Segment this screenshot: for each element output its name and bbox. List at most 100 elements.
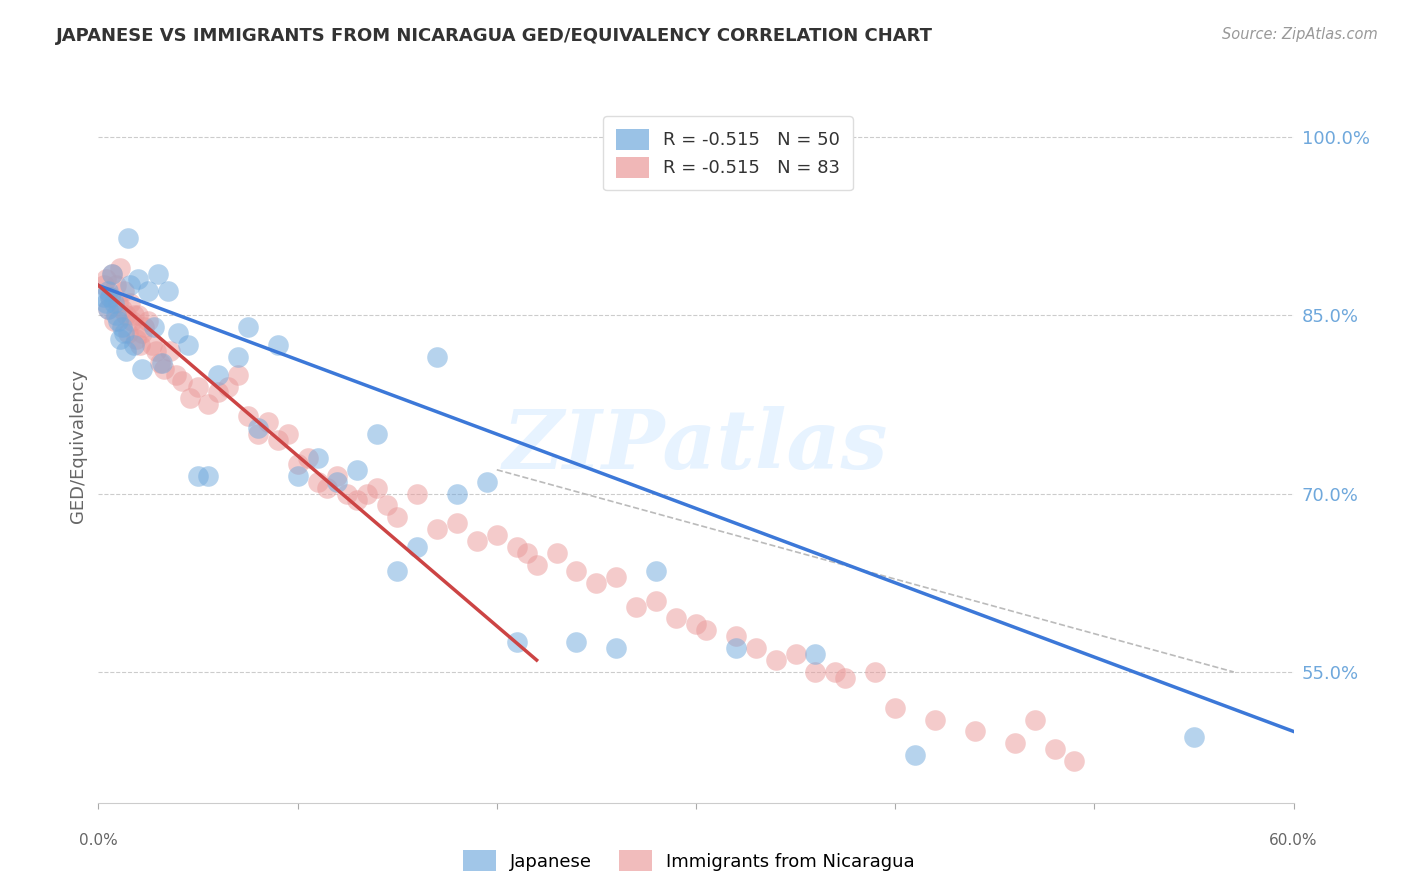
Point xyxy=(93,278,115,293)
Point xyxy=(124,308,146,322)
Point xyxy=(475,475,498,489)
Point xyxy=(346,492,368,507)
Y-axis label: GED/Equivalency: GED/Equivalency xyxy=(69,369,87,523)
Point xyxy=(346,463,368,477)
Point xyxy=(129,338,152,352)
Point xyxy=(120,296,142,310)
Point xyxy=(1024,713,1046,727)
Point xyxy=(685,617,707,632)
Point xyxy=(105,308,128,322)
Text: Source: ZipAtlas.com: Source: ZipAtlas.com xyxy=(1222,27,1378,42)
Point xyxy=(117,326,139,340)
Point xyxy=(131,326,153,340)
Point xyxy=(93,290,115,304)
Point xyxy=(115,308,138,322)
Point xyxy=(136,285,159,299)
Point xyxy=(804,647,827,661)
Point xyxy=(326,475,349,489)
Point xyxy=(366,427,388,442)
Point xyxy=(136,314,159,328)
Point xyxy=(107,296,129,310)
Point xyxy=(112,326,135,340)
Point xyxy=(131,361,153,376)
Point xyxy=(277,427,299,442)
Point xyxy=(127,272,149,286)
Point xyxy=(98,290,122,304)
Point xyxy=(157,285,180,299)
Point xyxy=(745,641,768,656)
Point xyxy=(1043,742,1066,756)
Point xyxy=(1063,754,1085,768)
Point xyxy=(307,450,329,465)
Point xyxy=(172,374,194,388)
Point xyxy=(336,486,359,500)
Point xyxy=(565,635,588,649)
Point xyxy=(695,624,717,638)
Point xyxy=(97,302,120,317)
Text: 0.0%: 0.0% xyxy=(79,832,118,847)
Point xyxy=(1182,731,1205,745)
Point xyxy=(605,641,627,656)
Point xyxy=(546,546,568,560)
Point xyxy=(884,700,907,714)
Point xyxy=(143,320,166,334)
Point xyxy=(187,468,209,483)
Point xyxy=(267,433,290,447)
Point xyxy=(465,534,488,549)
Point xyxy=(159,343,181,358)
Point xyxy=(297,450,319,465)
Point xyxy=(385,564,409,578)
Point xyxy=(149,356,172,370)
Point xyxy=(111,302,134,317)
Point xyxy=(246,427,269,442)
Text: 60.0%: 60.0% xyxy=(1270,832,1317,847)
Point xyxy=(724,641,747,656)
Point xyxy=(217,379,239,393)
Point xyxy=(97,302,120,317)
Point xyxy=(446,516,468,531)
Point xyxy=(197,397,219,411)
Point xyxy=(626,599,648,614)
Point xyxy=(150,356,173,370)
Point xyxy=(446,486,468,500)
Point xyxy=(101,267,124,281)
Point xyxy=(307,475,329,489)
Point xyxy=(103,296,125,310)
Point xyxy=(207,368,229,382)
Point xyxy=(785,647,807,661)
Point xyxy=(121,314,143,328)
Point xyxy=(267,338,290,352)
Point xyxy=(145,343,167,358)
Point xyxy=(645,593,668,607)
Point xyxy=(97,285,120,299)
Point xyxy=(375,499,398,513)
Point xyxy=(226,350,249,364)
Point xyxy=(226,368,249,382)
Point xyxy=(406,540,429,554)
Point xyxy=(385,510,409,524)
Point xyxy=(645,564,668,578)
Point xyxy=(124,338,146,352)
Point xyxy=(96,272,118,286)
Point xyxy=(177,338,200,352)
Point xyxy=(904,748,927,763)
Point xyxy=(824,665,846,679)
Point xyxy=(287,468,309,483)
Point xyxy=(506,540,529,554)
Point xyxy=(153,361,176,376)
Point xyxy=(165,368,187,382)
Point xyxy=(120,278,142,293)
Point xyxy=(287,457,309,471)
Legend: Japanese, Immigrants from Nicaragua: Japanese, Immigrants from Nicaragua xyxy=(456,843,922,879)
Point xyxy=(96,296,118,310)
Point xyxy=(356,486,378,500)
Point xyxy=(366,481,388,495)
Point xyxy=(326,468,349,483)
Point xyxy=(236,409,259,424)
Point xyxy=(115,343,138,358)
Point xyxy=(963,724,986,739)
Point xyxy=(207,385,229,400)
Point xyxy=(167,326,190,340)
Point xyxy=(101,267,124,281)
Point xyxy=(924,713,946,727)
